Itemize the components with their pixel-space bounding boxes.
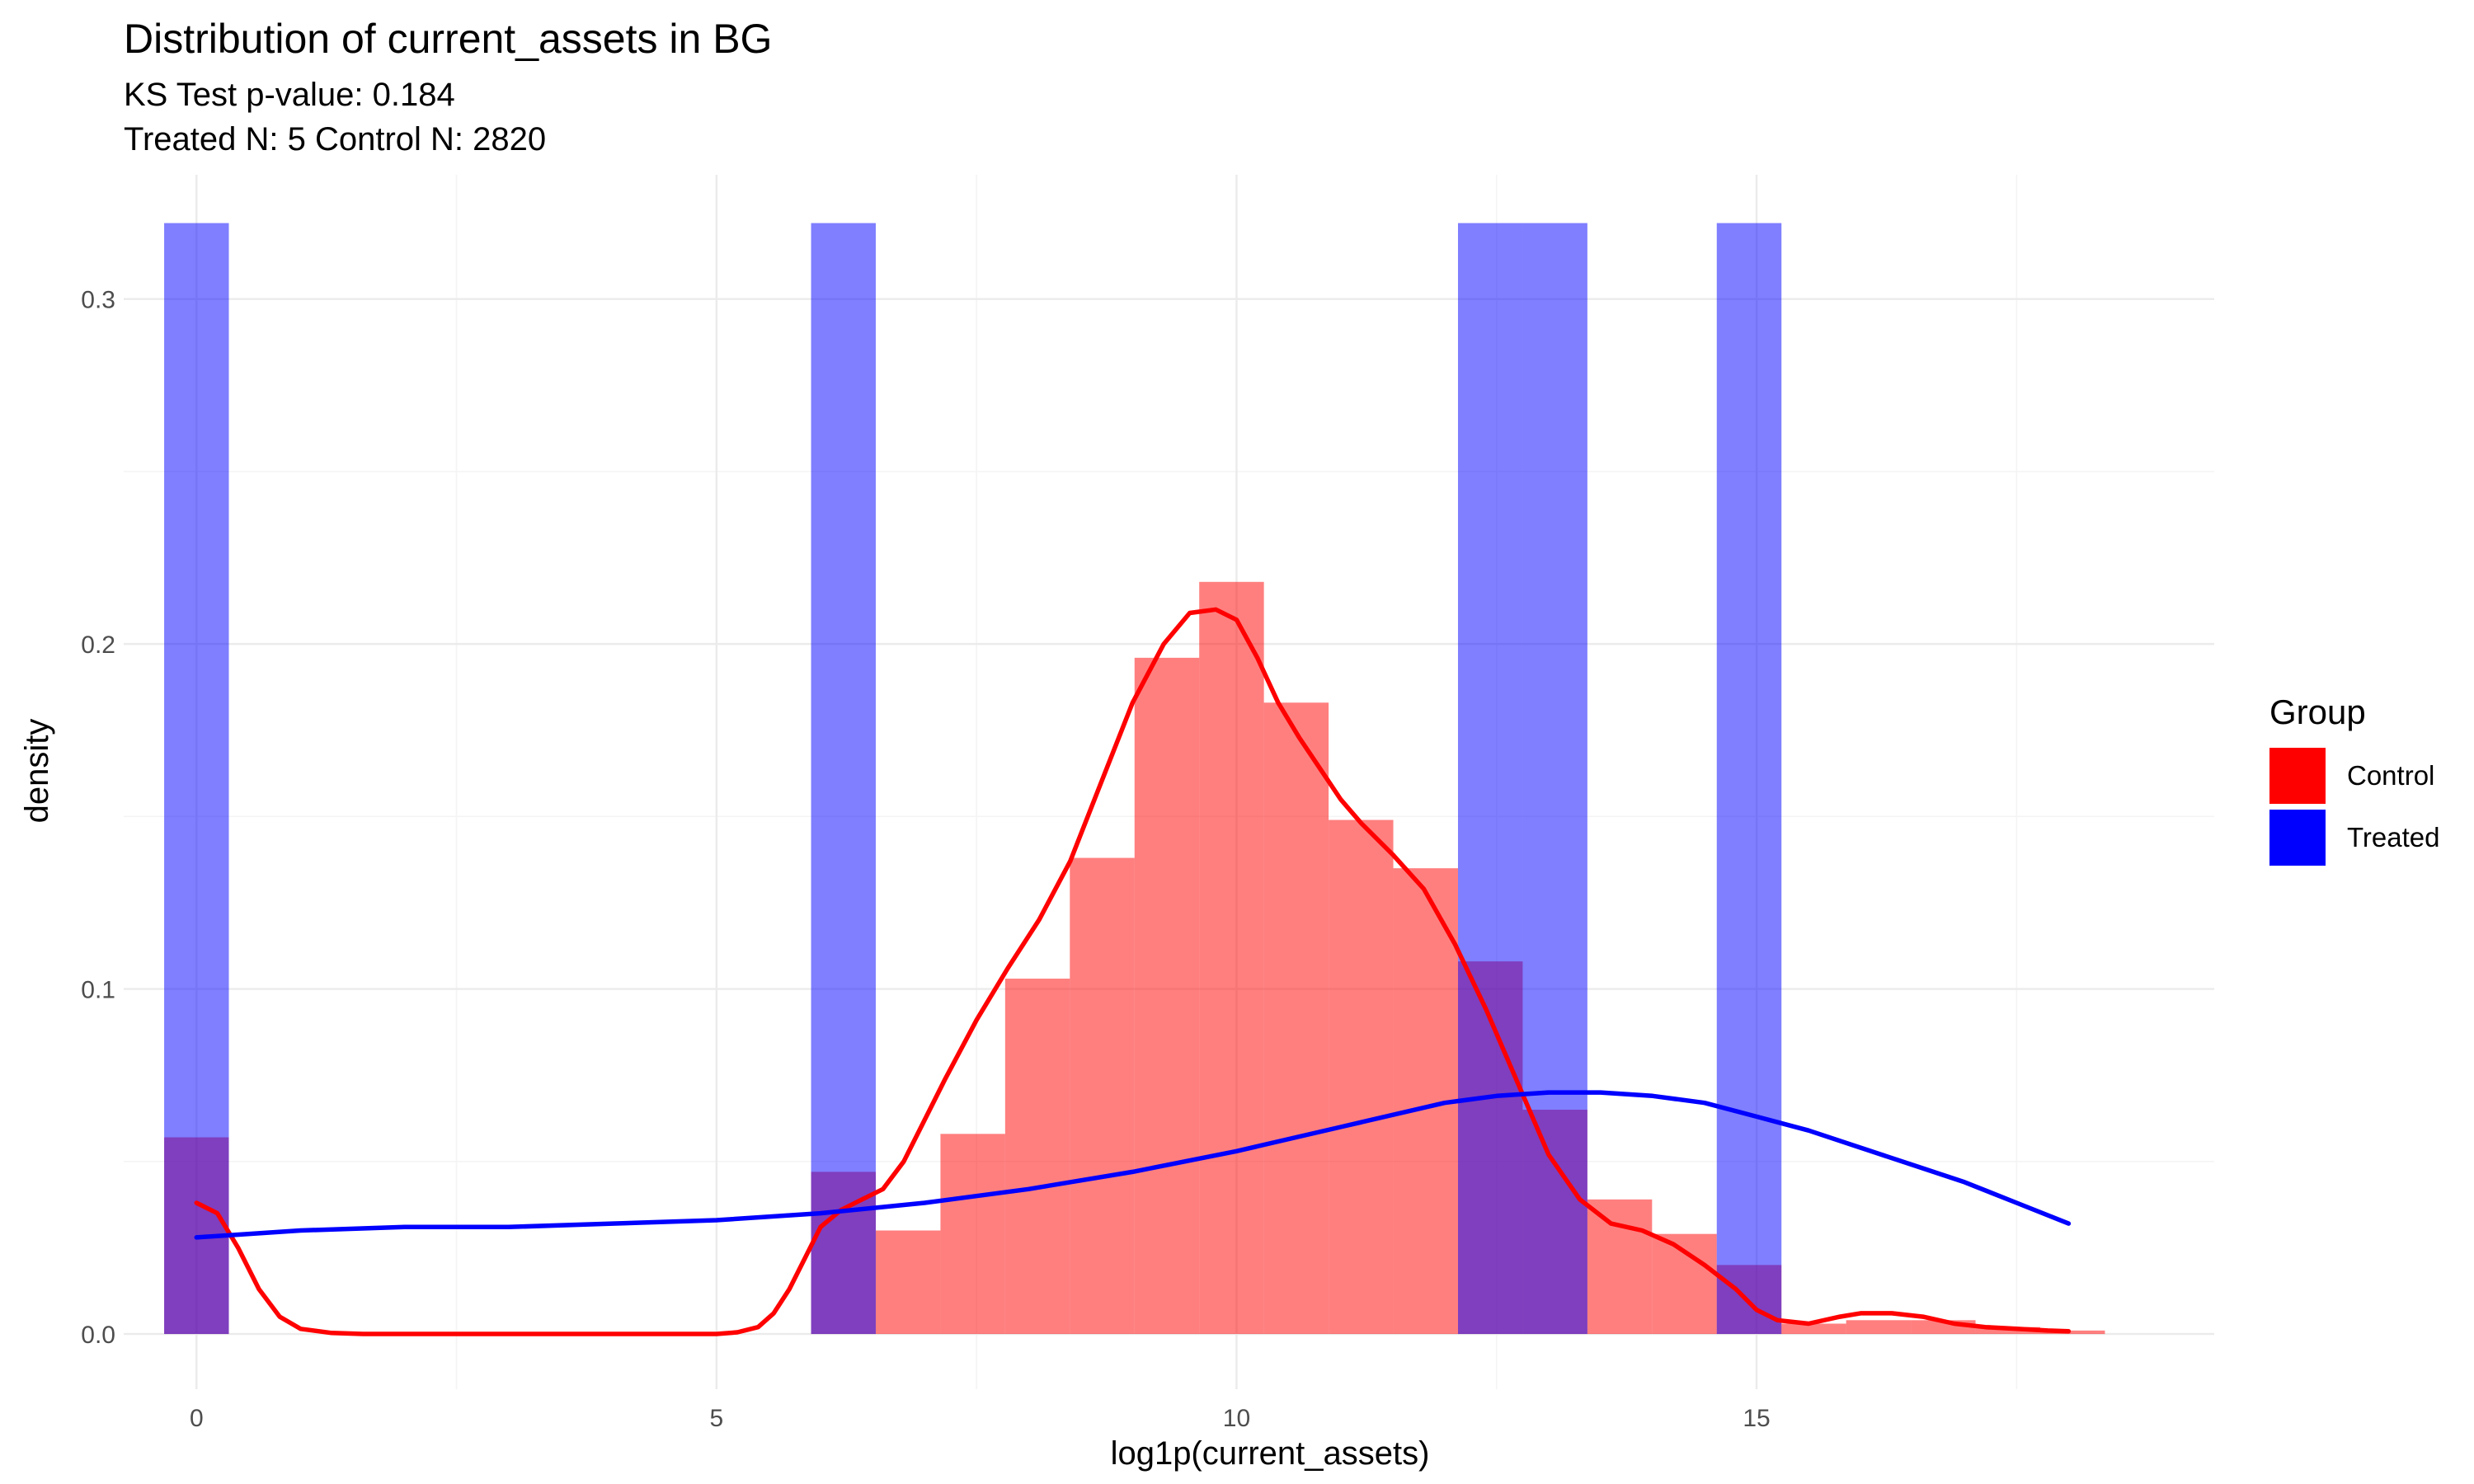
legend-key-treated	[2269, 810, 2326, 866]
y-tick-label: 0.3	[81, 287, 115, 314]
bar-treated-2	[1457, 223, 1523, 1335]
bar-treated-1	[811, 223, 876, 1335]
legend-title: Group	[2269, 693, 2366, 731]
bar-control-4	[1004, 979, 1070, 1335]
bar-treated-0	[164, 223, 229, 1335]
y-tick-label: 0.2	[81, 632, 115, 659]
axis-ticks: 0 5 10 15 0.0 0.1 0.2 0.3	[81, 287, 1770, 1432]
bar-control-7	[1199, 581, 1264, 1335]
x-axis-title: log1p(current_assets)	[1111, 1435, 1430, 1472]
density-curve-treated	[194, 1090, 2072, 1240]
density-curve-control	[194, 607, 2072, 1336]
density-curves	[194, 607, 2072, 1336]
legend-label-treated: Treated	[2347, 822, 2440, 852]
bar-control-8	[1263, 702, 1329, 1335]
x-tick-label: 10	[1223, 1405, 1250, 1432]
y-tick-label: 0.0	[81, 1322, 115, 1349]
bar-control-3	[940, 1134, 1005, 1335]
bar-control-20	[2040, 1330, 2105, 1335]
bar-treated-3	[1522, 223, 1587, 1335]
bar-control-9	[1329, 819, 1394, 1335]
legend: Group Control Treated	[2269, 693, 2440, 866]
y-axis-title: density	[19, 719, 55, 824]
x-tick-label: 15	[1743, 1405, 1770, 1432]
bar-control-5	[1070, 857, 1135, 1335]
x-tick-label: 5	[710, 1405, 724, 1432]
legend-key-control	[2269, 748, 2326, 804]
bar-control-13	[1587, 1199, 1653, 1335]
bar-control-17	[1846, 1320, 1912, 1335]
chart-subtitle-line-1: KS Test p-value: 0.184	[124, 77, 455, 113]
chart-subtitle-line-2: Treated N: 5 Control N: 2820	[124, 121, 546, 157]
y-tick-label: 0.1	[81, 977, 115, 1004]
chart-title: Distribution of current_assets in BG	[124, 16, 772, 62]
bar-control-6	[1134, 657, 1200, 1335]
bar-treated-4	[1716, 223, 1782, 1335]
bar-control-2	[875, 1230, 941, 1335]
bar-control-16	[1781, 1323, 1846, 1335]
x-tick-label: 0	[190, 1405, 204, 1432]
histogram-bars	[164, 223, 2105, 1335]
legend-label-control: Control	[2347, 760, 2434, 791]
